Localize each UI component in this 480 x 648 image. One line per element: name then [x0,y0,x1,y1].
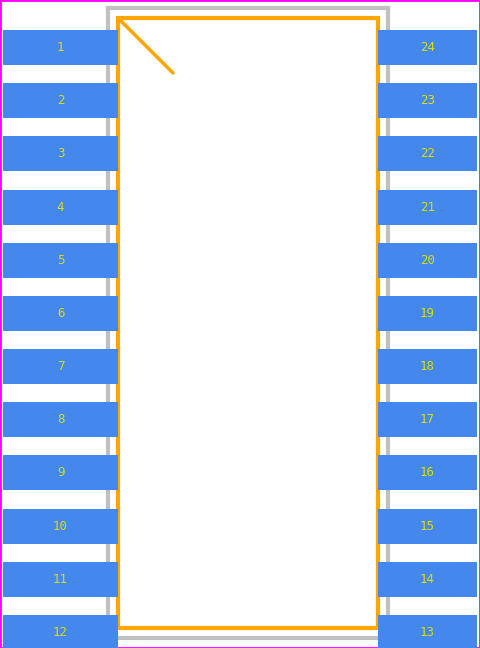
Text: 9: 9 [57,467,64,480]
Bar [378,30,477,65]
Bar [378,190,477,225]
Bar [3,562,118,597]
Bar [3,296,118,331]
Text: 1: 1 [57,41,64,54]
Text: 15: 15 [420,520,435,533]
Bar [378,615,477,648]
Text: 23: 23 [420,94,435,107]
Text: 19: 19 [420,307,435,320]
Text: 24: 24 [420,41,435,54]
Text: 11: 11 [53,573,68,586]
Bar [3,509,118,544]
Bar [378,402,477,437]
Bar [118,18,378,628]
Bar [3,243,118,278]
Bar [378,349,477,384]
Text: 4: 4 [57,200,64,214]
Bar [3,30,118,65]
Text: 3: 3 [57,147,64,160]
Bar [378,562,477,597]
Bar [378,456,477,491]
Text: 10: 10 [53,520,68,533]
Bar [3,190,118,225]
Text: 22: 22 [420,147,435,160]
Bar [378,296,477,331]
Text: 14: 14 [420,573,435,586]
Bar [378,509,477,544]
Text: 18: 18 [420,360,435,373]
Text: 8: 8 [57,413,64,426]
Text: 13: 13 [420,626,435,639]
Bar [108,8,388,638]
Bar [378,243,477,278]
Text: 16: 16 [420,467,435,480]
Text: 7: 7 [57,360,64,373]
Bar [3,615,118,648]
Text: 6: 6 [57,307,64,320]
Bar [3,83,118,118]
Bar [3,136,118,171]
Bar [3,402,118,437]
Text: 21: 21 [420,200,435,214]
Text: 5: 5 [57,254,64,267]
Text: 12: 12 [53,626,68,639]
Bar [378,136,477,171]
Text: 2: 2 [57,94,64,107]
Text: 17: 17 [420,413,435,426]
Bar [3,349,118,384]
Bar [3,456,118,491]
Bar [378,83,477,118]
Text: 20: 20 [420,254,435,267]
